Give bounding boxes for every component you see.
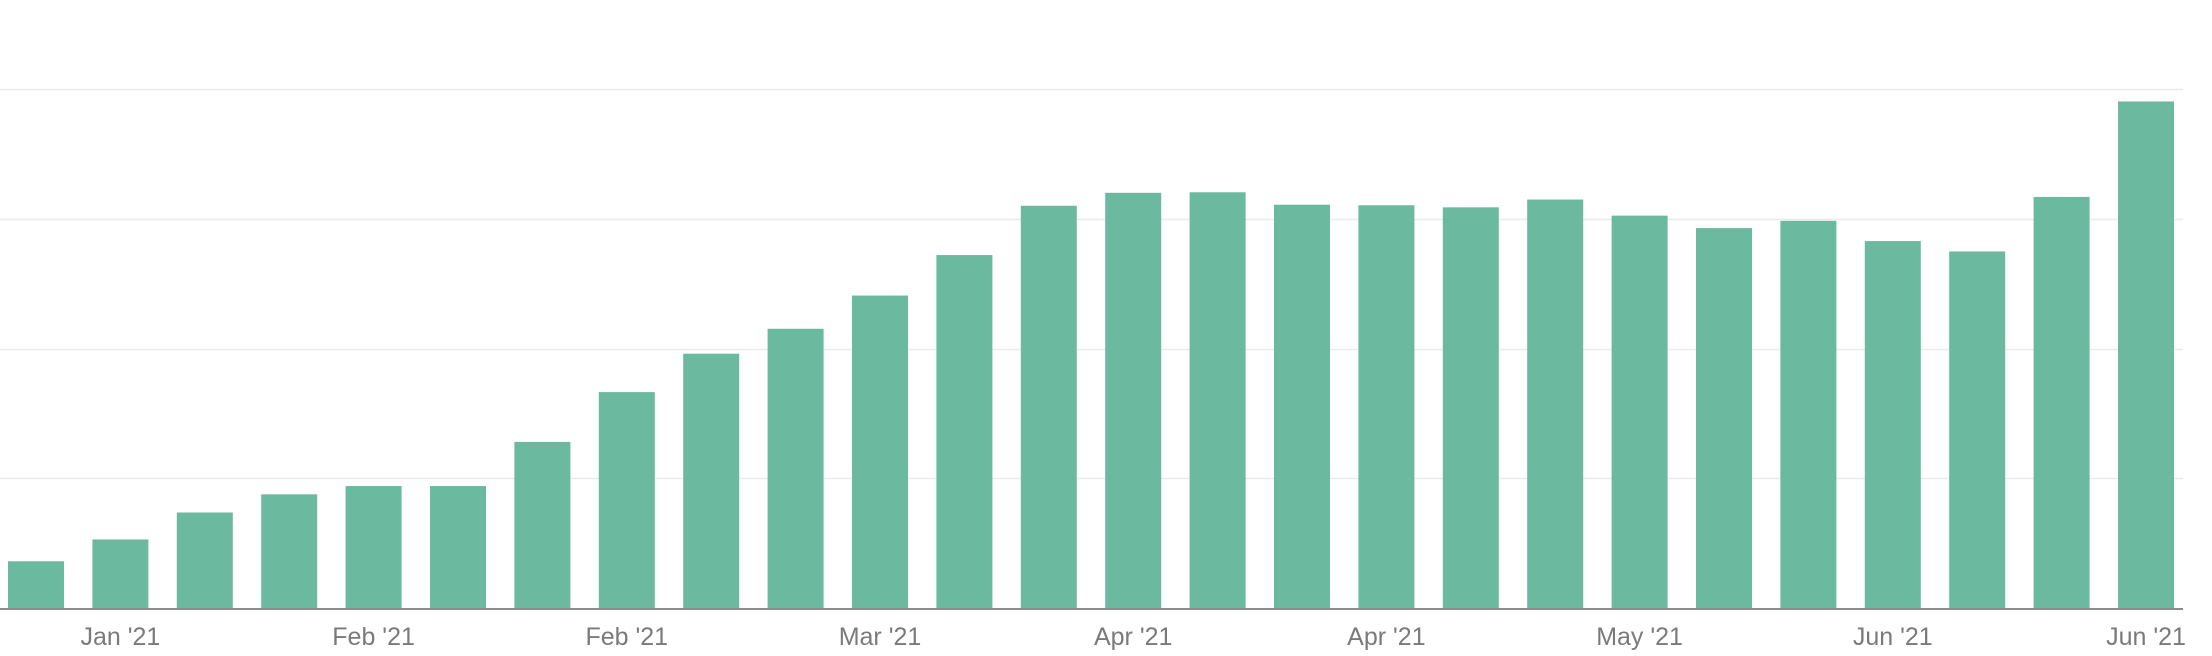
bar-2[interactable] xyxy=(92,539,149,608)
bar-5[interactable] xyxy=(345,486,402,608)
bar-12[interactable] xyxy=(936,255,993,608)
bar-24[interactable] xyxy=(1949,251,2006,608)
bar-7[interactable] xyxy=(514,441,571,608)
bar-22[interactable] xyxy=(1780,220,1837,608)
bar-3[interactable] xyxy=(176,512,233,609)
bars xyxy=(8,101,2174,609)
bar-25[interactable] xyxy=(2033,196,2090,608)
bar-4[interactable] xyxy=(261,494,318,608)
bar-18[interactable] xyxy=(1442,207,1499,608)
bar-26[interactable] xyxy=(2118,101,2174,609)
bar-17[interactable] xyxy=(1358,205,1415,608)
x-tick-label-5: Apr '21 xyxy=(1094,623,1172,651)
x-tick-label-4: Mar '21 xyxy=(839,623,922,651)
x-tick-label-2: Feb '21 xyxy=(332,623,415,651)
x-tick-label-1: Jan '21 xyxy=(80,623,160,651)
x-tick-label-6: Apr '21 xyxy=(1347,623,1425,651)
x-tick-labels: Jan '21 Feb '21 Feb '21 Mar '21 Apr '21 Apr '… xyxy=(80,623,2185,651)
bar-9[interactable] xyxy=(683,353,740,608)
bar-16[interactable] xyxy=(1274,204,1330,609)
bar-8[interactable] xyxy=(598,392,655,608)
bar-6[interactable] xyxy=(430,486,486,608)
bar-14[interactable] xyxy=(1105,192,1162,609)
bar-23[interactable] xyxy=(1864,241,1921,608)
bar-20[interactable] xyxy=(1611,215,1668,608)
bar-11[interactable] xyxy=(852,295,908,608)
x-tick-label-8: Jun '21 xyxy=(1853,623,1933,651)
x-tick-label-9: Jun '21 xyxy=(2106,623,2186,651)
bar-13[interactable] xyxy=(1020,205,1077,608)
gridlines xyxy=(0,88,2183,480)
bar-1[interactable] xyxy=(8,561,64,608)
x-tick-label-7: May '21 xyxy=(1596,623,1683,651)
x-tick-label-3: Feb '21 xyxy=(585,623,668,651)
bar-21[interactable] xyxy=(1696,228,1752,608)
bar-19[interactable] xyxy=(1527,199,1584,609)
bar-10[interactable] xyxy=(767,328,824,608)
bar-15[interactable] xyxy=(1189,192,1246,608)
